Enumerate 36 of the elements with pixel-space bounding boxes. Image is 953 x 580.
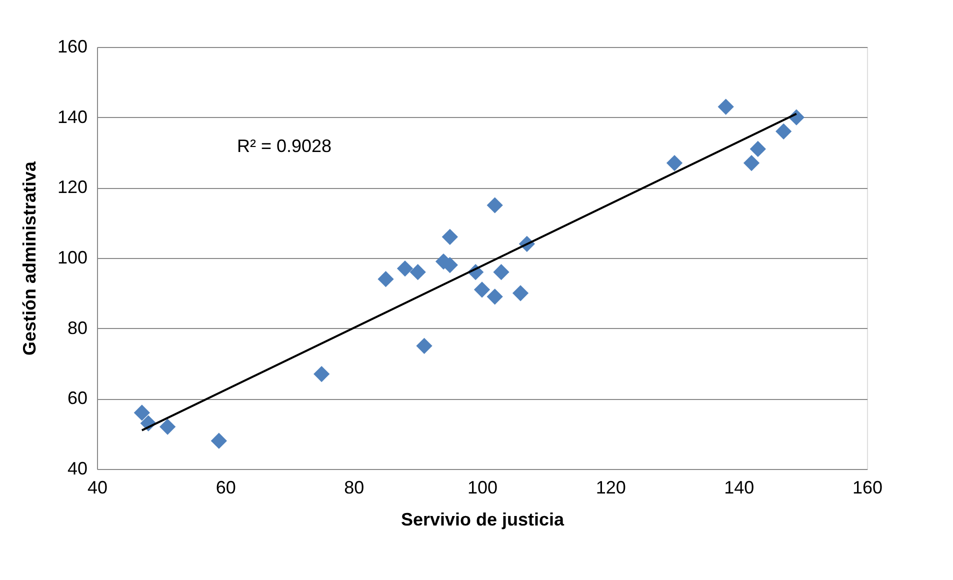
- y-tick-label: 120: [57, 177, 88, 198]
- y-tick-label: 40: [67, 458, 88, 478]
- y-tick-label: 80: [67, 318, 88, 338]
- y-axis-title: Gestión administrativa: [19, 160, 40, 356]
- point: [666, 154, 683, 172]
- point: [410, 264, 426, 280]
- point: [718, 98, 734, 115]
- point: [442, 228, 458, 245]
- point: [474, 282, 490, 298]
- x-tick-label: 120: [596, 478, 626, 498]
- y-tick-label: 100: [57, 248, 88, 268]
- point: [210, 432, 227, 449]
- point: [743, 154, 760, 172]
- point: [378, 271, 394, 288]
- point: [416, 338, 432, 354]
- point: [160, 418, 176, 435]
- x-tick-label: 160: [852, 478, 883, 498]
- point: [512, 285, 529, 302]
- x-tick-label: 80: [344, 478, 364, 498]
- point: [486, 197, 503, 214]
- point: [314, 366, 330, 382]
- y-tick-label: 160: [57, 36, 88, 56]
- x-tick-label: 140: [724, 478, 754, 498]
- point: [134, 404, 150, 421]
- point: [396, 260, 414, 277]
- y-tick-label: 60: [67, 388, 88, 408]
- annotation: R² = 0.9028: [237, 136, 332, 156]
- x-tick-label: 100: [467, 478, 498, 498]
- x-tick-label: 40: [87, 478, 108, 498]
- y-tick-label: 140: [57, 106, 88, 127]
- point: [493, 264, 510, 280]
- x-tick-label: 60: [216, 478, 236, 498]
- x-axis-title: Servivio de justicia: [400, 510, 566, 530]
- point: [486, 288, 503, 305]
- point: [776, 123, 792, 140]
- point: [750, 140, 766, 158]
